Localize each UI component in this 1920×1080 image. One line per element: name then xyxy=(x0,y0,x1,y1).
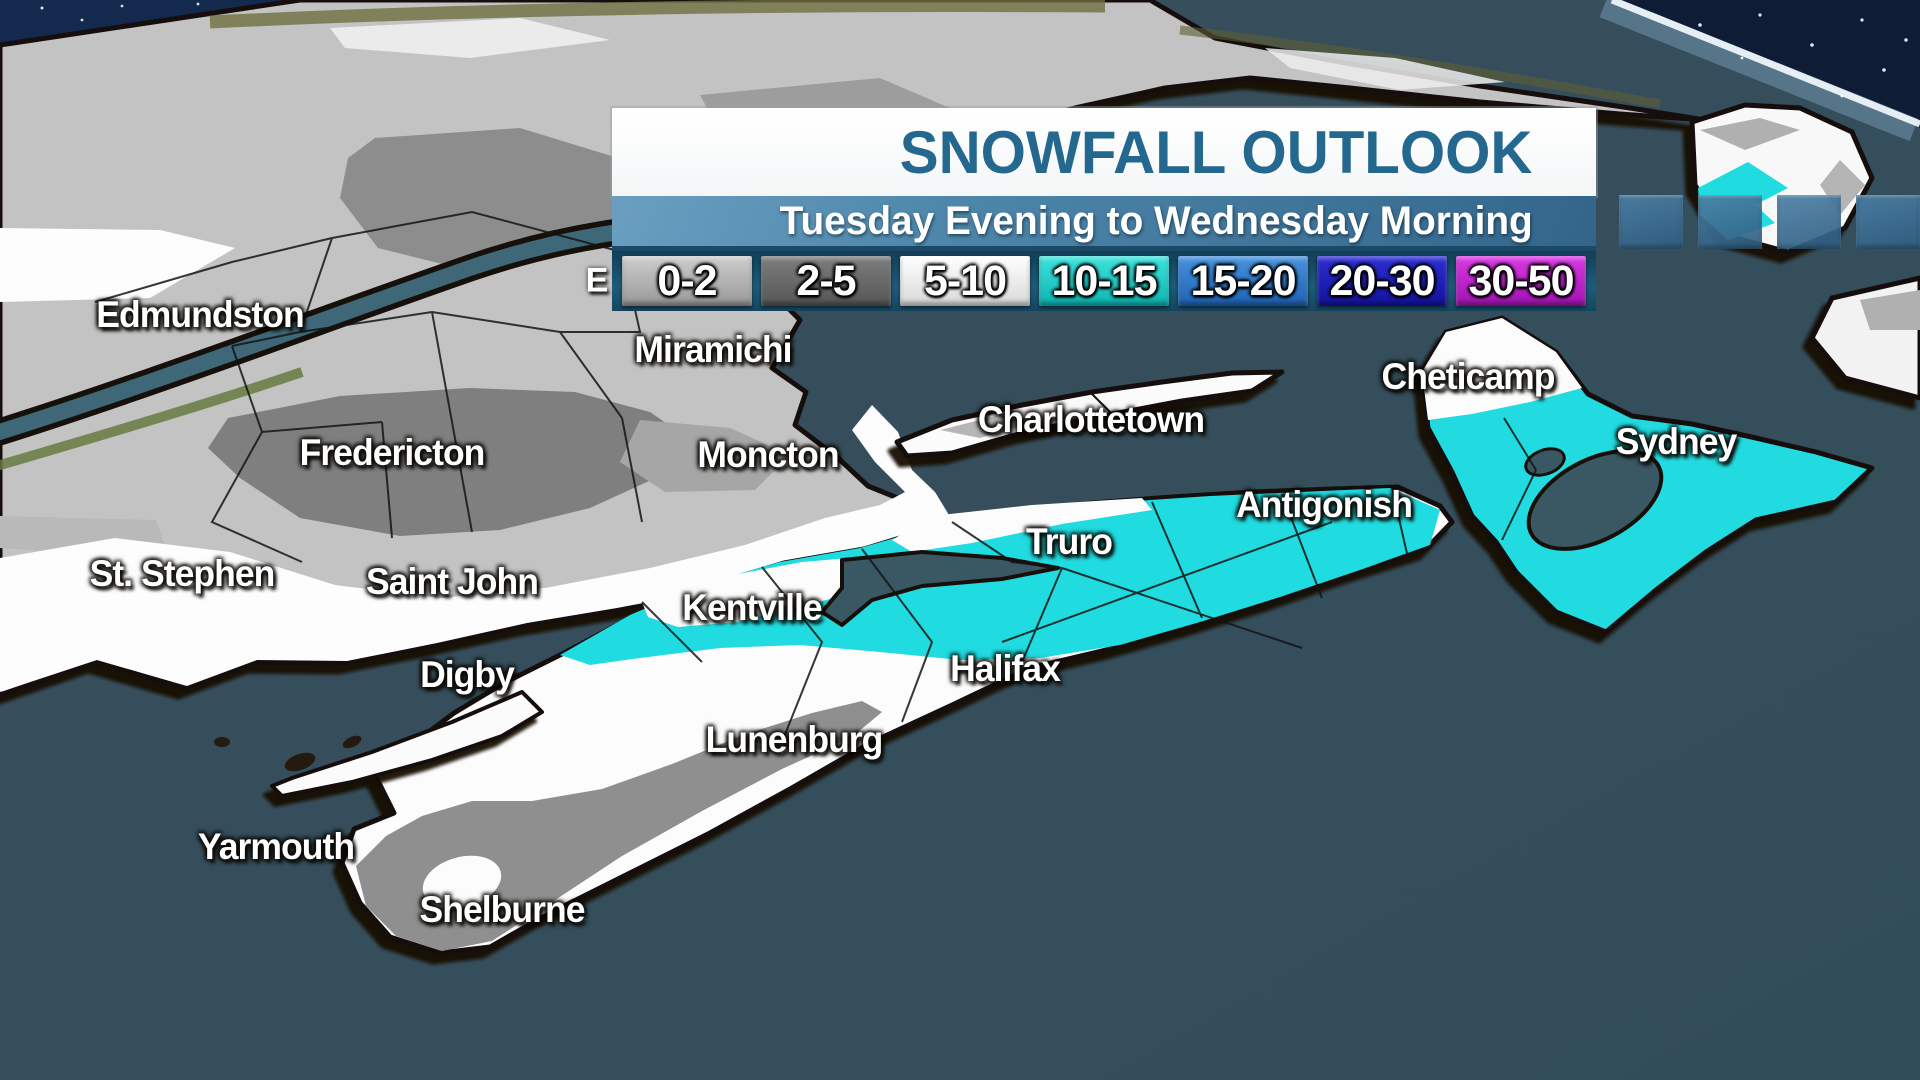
legend-item-2-5: 2-5 xyxy=(761,256,891,306)
page-title: SNOWFALL OUTLOOK xyxy=(900,118,1533,186)
legend-item-10-15: 10-15 xyxy=(1039,256,1169,306)
globe-horizon xyxy=(1599,0,1920,142)
decor-square xyxy=(1698,195,1762,249)
map-label-partial: E xyxy=(585,261,609,300)
legend-item-30-50: 30-50 xyxy=(1456,256,1586,306)
digby-neck xyxy=(270,690,544,798)
county-borders-ns xyxy=(641,487,1409,743)
stars xyxy=(1698,13,1908,98)
decor-squares xyxy=(1619,195,1920,249)
snowfall-outlook-panel: SNOWFALL OUTLOOK Tuesday Evening to Wedn… xyxy=(612,108,1596,311)
cape-breton-details xyxy=(1422,318,1664,551)
title-bar: SNOWFALL OUTLOOK xyxy=(612,108,1596,196)
pei-details xyxy=(940,391,1129,438)
decor-square xyxy=(1777,195,1841,249)
legend-item-15-20: 15-20 xyxy=(1178,256,1308,306)
ns-snow-bands xyxy=(356,488,1440,951)
subtitle-bar: Tuesday Evening to Wednesday Morning xyxy=(612,196,1596,251)
fundy-islands xyxy=(214,735,362,772)
legend-item-0-2: 0-2 xyxy=(622,256,752,306)
terrain-patches xyxy=(0,0,1661,692)
decor-square xyxy=(1856,195,1920,249)
legend-item-20-30: 20-30 xyxy=(1317,256,1447,306)
pei xyxy=(894,369,1285,459)
decor-square xyxy=(1619,195,1683,249)
legend-item-5-10: 5-10 xyxy=(900,256,1030,306)
subtitle-text: Tuesday Evening to Wednesday Morning xyxy=(779,198,1534,243)
snowfall-legend: 0-2 2-5 5-10 10-15 15-20 20-30 30-50 xyxy=(612,251,1596,311)
